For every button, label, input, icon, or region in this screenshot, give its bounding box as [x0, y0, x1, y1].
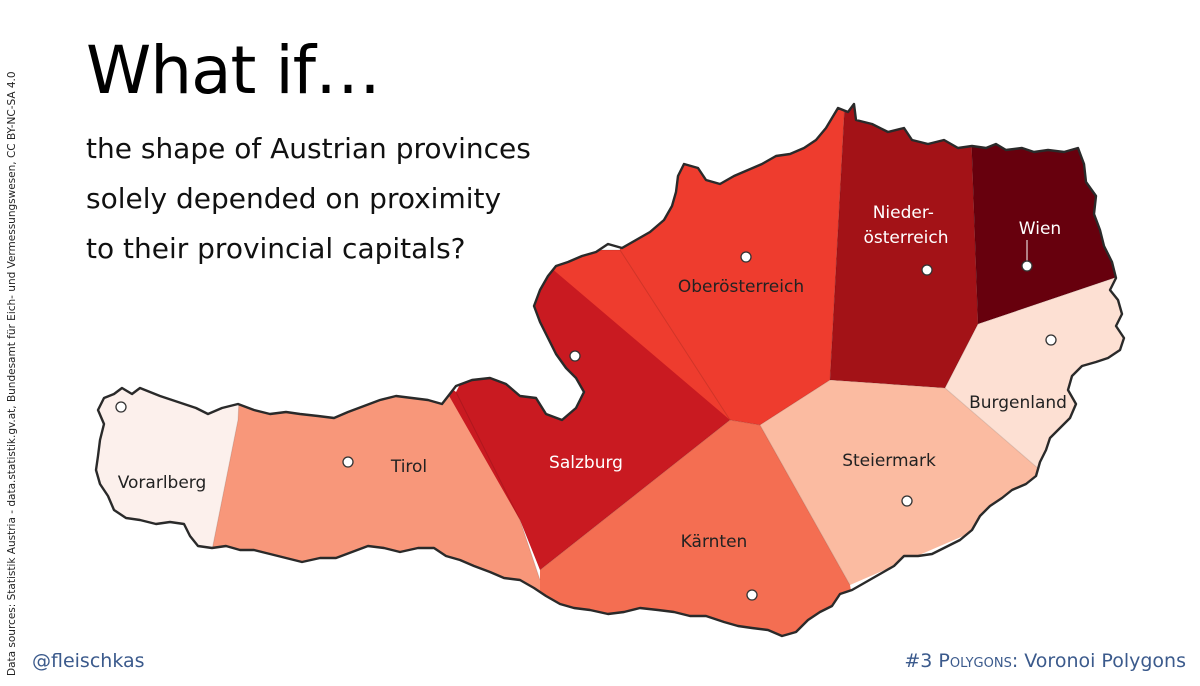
tagline-smallcaps: Polygons — [938, 650, 1012, 672]
capital-marker-wien — [1021, 260, 1033, 272]
region-oberoesterreich — [530, 104, 845, 425]
page-title: What if… — [86, 32, 381, 109]
capital-markers — [115, 251, 1057, 601]
region-wien — [970, 104, 1124, 324]
region-label-oberoesterreich: Oberösterreich — [678, 277, 804, 297]
region-label-niederoesterreich: Nieder- österreich — [864, 203, 949, 248]
region-label-steiermark: Steiermark — [842, 451, 936, 471]
capital-marker-st-poelten — [921, 264, 933, 276]
region-label-wien: Wien — [1019, 219, 1061, 239]
regions-layer — [96, 104, 1124, 636]
challenge-tagline: #3 Polygons: Voronoi Polygons — [904, 650, 1186, 672]
region-label-line: österreich — [864, 228, 949, 248]
region-steiermark — [760, 380, 1040, 585]
subtitle-line: solely depended on proximity — [86, 182, 502, 215]
region-label-tirol: Tirol — [390, 457, 427, 477]
region-label-burgenland: Burgenland — [969, 393, 1067, 413]
capital-marker-bregenz — [115, 401, 127, 413]
subtitle-line: to their provincial capitals? — [86, 232, 466, 265]
capital-marker-salzburg — [569, 350, 581, 362]
author-handle: @fleischkas — [32, 650, 145, 672]
capital-marker-graz — [901, 495, 913, 507]
region-label-vorarlberg: Vorarlberg — [118, 473, 207, 493]
region-label-salzburg: Salzburg — [549, 453, 623, 473]
capital-marker-klagenfurt — [746, 589, 758, 601]
region-kaernten — [540, 420, 860, 636]
region-niederoesterreich — [830, 104, 978, 388]
tagline-suffix: : Voronoi Polygons — [1011, 650, 1186, 672]
region-label-kaernten: Kärnten — [681, 532, 748, 552]
tagline-prefix: #3 — [904, 650, 939, 672]
subtitle-line: the shape of Austrian provinces — [86, 132, 531, 165]
region-vorarlberg — [96, 380, 240, 560]
capital-marker-linz — [740, 251, 752, 263]
capital-marker-eisenstadt — [1045, 334, 1057, 346]
region-labels: Vorarlberg Tirol Salzburg Kärnten Oberös… — [118, 203, 1067, 552]
capital-marker-innsbruck — [342, 456, 354, 468]
subtitle: the shape of Austrian provinces solely d… — [86, 124, 626, 274]
region-label-line: Nieder- — [873, 203, 934, 223]
